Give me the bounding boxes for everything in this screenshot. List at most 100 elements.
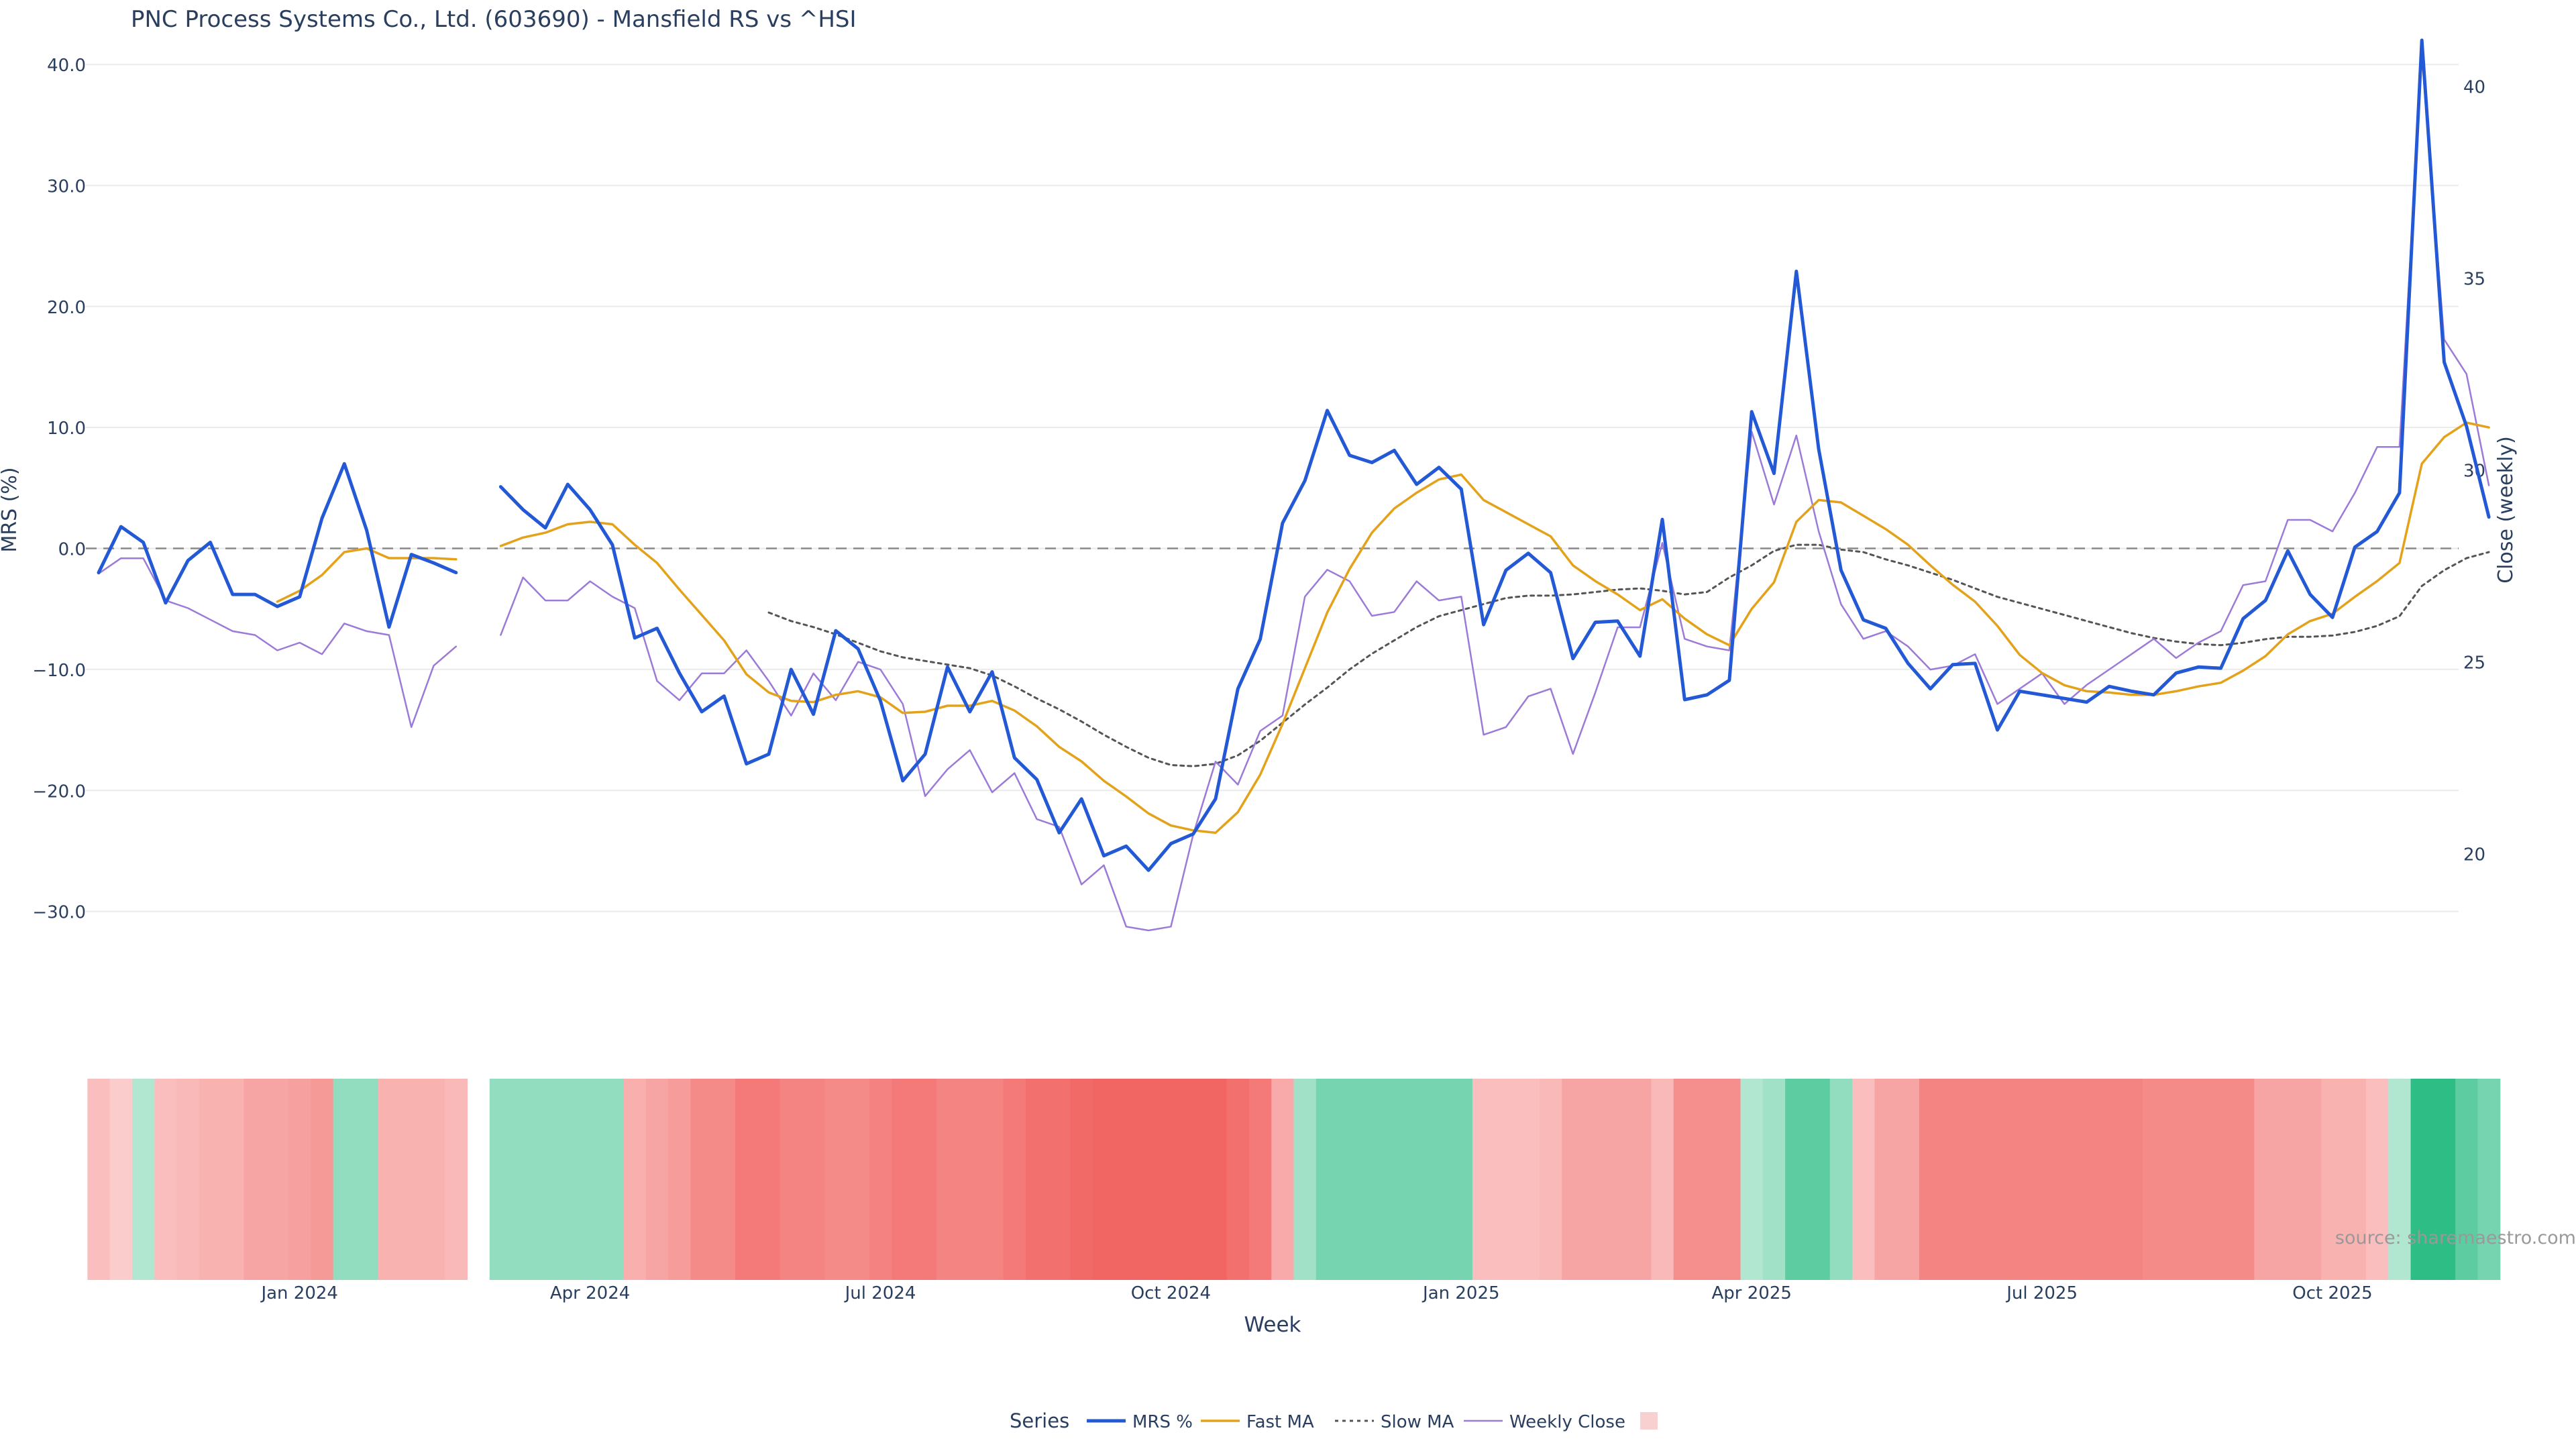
heat-cell — [2276, 1079, 2300, 1280]
heat-cell — [176, 1079, 200, 1280]
heat-cell — [1896, 1079, 1920, 1280]
x-tick-label: Oct 2025 — [2292, 1283, 2372, 1303]
heat-cell — [1941, 1079, 1965, 1280]
heat-cell — [2343, 1079, 2367, 1280]
heat-cell — [1495, 1079, 1518, 1280]
chart-title: PNC Process Systems Co., Ltd. (603690) -… — [131, 6, 857, 33]
heat-cell — [1025, 1079, 1049, 1280]
heat-cell — [1695, 1079, 1719, 1280]
heat-cell — [2299, 1079, 2322, 1280]
heat-cell — [2098, 1079, 2121, 1280]
heat-cell — [1293, 1079, 1317, 1280]
heat-cell — [1740, 1079, 1764, 1280]
heat-cell — [512, 1079, 535, 1280]
heat-cell — [959, 1079, 981, 1280]
x-axis: Jan 2024 Apr 2024 Jul 2024 Oct 2024 Jan 2025… — [260, 1283, 2372, 1303]
heat-cell — [1204, 1079, 1228, 1280]
heat-cell — [1360, 1079, 1384, 1280]
heat-cell — [556, 1079, 580, 1280]
heat-cell — [1807, 1079, 1831, 1280]
heat-cell — [757, 1079, 781, 1280]
heat-cell — [936, 1079, 959, 1280]
legend: Series MRS % Fast MA Slow MA Weekly Close — [1010, 1409, 1658, 1432]
gridlines — [86, 64, 2459, 912]
y2-tick-label: 35 — [2463, 270, 2485, 290]
heat-cell — [1606, 1079, 1629, 1280]
heat-cell — [1182, 1079, 1205, 1280]
heat-cell — [1405, 1079, 1428, 1280]
legend-title: Series — [1010, 1409, 1069, 1432]
heat-cell — [2321, 1079, 2345, 1280]
x-tick-label: Jul 2025 — [2005, 1283, 2078, 1303]
heat-cell — [892, 1079, 915, 1280]
legend-item-label: Fast MA — [1246, 1412, 1314, 1432]
heat-cell — [645, 1079, 669, 1280]
heat-cell — [244, 1079, 267, 1280]
heat-cell — [1048, 1079, 1071, 1280]
y2-tick-label: 25 — [2463, 653, 2485, 674]
y-tick-label: 40.0 — [47, 56, 86, 76]
heat-cell — [87, 1079, 111, 1280]
y-axis-label: MRS (%) — [0, 467, 21, 552]
heat-cell — [1159, 1079, 1183, 1280]
heat-cell — [2477, 1079, 2501, 1280]
heat-cell — [1428, 1079, 1451, 1280]
heat-cell — [1450, 1079, 1473, 1280]
heat-cell — [668, 1079, 692, 1280]
heat-cell — [1718, 1079, 1741, 1280]
heat-cell — [1785, 1079, 1809, 1280]
heat-cell — [199, 1079, 222, 1280]
heat-cell — [109, 1079, 133, 1280]
heat-cell — [735, 1079, 758, 1280]
heat-cell — [2008, 1079, 2032, 1280]
series-line-slow-ma — [767, 543, 2490, 767]
y-tick-label: −30.0 — [32, 903, 86, 923]
heat-cell — [221, 1079, 245, 1280]
x-tick-label: Jan 2025 — [1421, 1283, 1500, 1303]
x-tick-label: Apr 2025 — [1711, 1283, 1791, 1303]
heat-cell — [2076, 1079, 2098, 1280]
heat-cell — [1874, 1079, 1898, 1280]
heat-cell — [1226, 1079, 1250, 1280]
heat-cell — [311, 1079, 334, 1280]
heat-cell — [534, 1079, 557, 1280]
heat-cell — [2053, 1079, 2076, 1280]
legend-symbol-heatmap — [1640, 1412, 1658, 1430]
heat-cell — [489, 1079, 513, 1280]
legend-item-label: MRS % — [1132, 1412, 1193, 1432]
y-tick-label: 30.0 — [47, 176, 86, 197]
y-tick-label: −10.0 — [32, 661, 86, 681]
y2-tick-label: 40 — [2463, 78, 2485, 98]
source-annotation: source: sharemaestro.com — [2335, 1228, 2576, 1248]
heat-cell — [1539, 1079, 1562, 1280]
heat-cell — [824, 1079, 848, 1280]
heat-cell — [1003, 1079, 1026, 1280]
heat-cell — [578, 1079, 602, 1280]
heat-cell — [1562, 1079, 1585, 1280]
heat-cell — [1629, 1079, 1652, 1280]
heat-cell — [2410, 1079, 2434, 1280]
heat-cell — [2254, 1079, 2277, 1280]
heat-cell — [847, 1079, 870, 1280]
heat-cell — [445, 1079, 468, 1280]
series-lines — [97, 38, 2491, 932]
x-tick-label: Jul 2024 — [844, 1283, 916, 1303]
series-line-fast-ma — [276, 421, 2490, 835]
heat-cell — [422, 1079, 445, 1280]
heat-cell — [1472, 1079, 1495, 1280]
heat-cell — [1986, 1079, 2009, 1280]
heat-cell — [712, 1079, 736, 1280]
heat-cell — [1673, 1079, 1697, 1280]
heat-cell — [266, 1079, 289, 1280]
y2-axis-label: Close (weekly) — [2494, 436, 2518, 584]
heat-cell — [2432, 1079, 2456, 1280]
heat-cell — [1092, 1079, 1116, 1280]
heat-cell — [623, 1079, 647, 1280]
heat-cell — [780, 1079, 803, 1280]
heat-cell — [1964, 1079, 1987, 1280]
heat-cell — [601, 1079, 625, 1280]
heat-cell — [1919, 1079, 1942, 1280]
heat-cell — [2232, 1079, 2255, 1280]
